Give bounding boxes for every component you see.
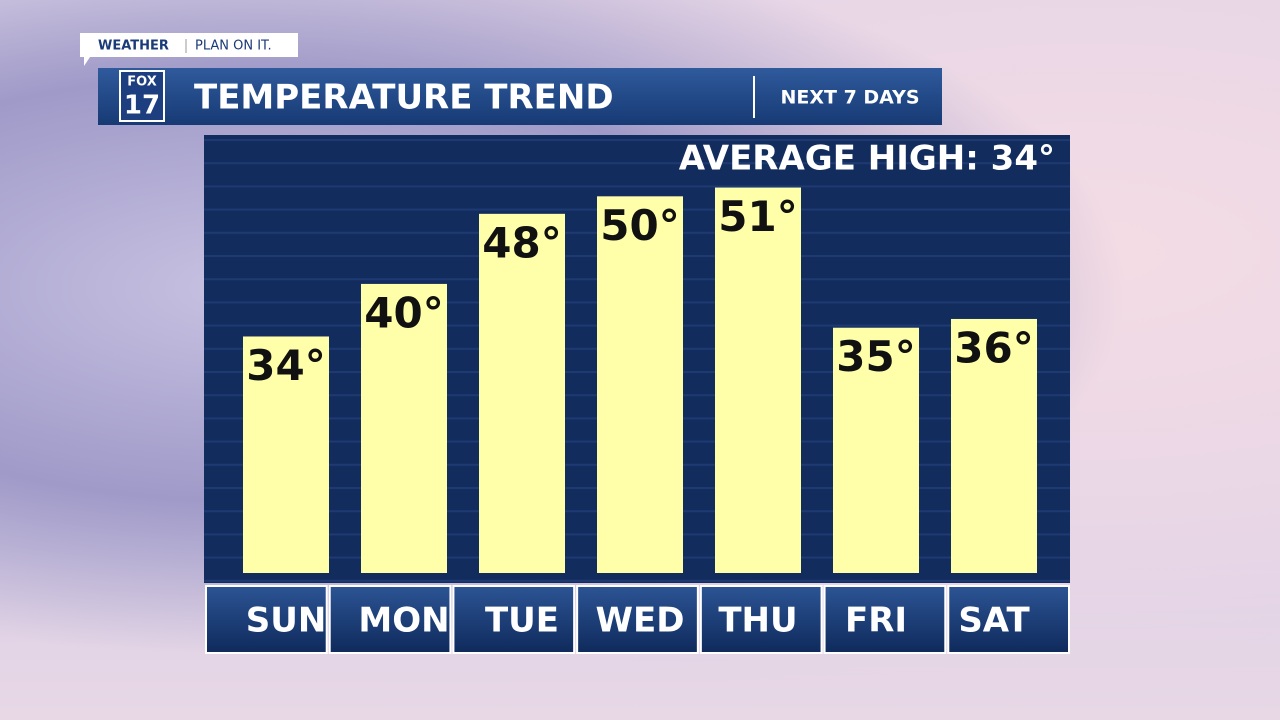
x-tick-label: SUN	[246, 601, 327, 641]
bar	[361, 283, 447, 573]
value-label: 50°	[600, 201, 679, 250]
x-tick-label: THU	[718, 601, 797, 641]
day-cell	[452, 585, 576, 654]
day-cell	[823, 585, 947, 654]
annotation: AVERAGE HIGH: 34°	[679, 139, 1055, 179]
value-label: 35°	[836, 332, 915, 381]
day-cell	[699, 585, 823, 654]
logo	[119, 70, 165, 122]
bar	[479, 213, 565, 573]
bar	[951, 318, 1037, 573]
bar	[597, 196, 683, 573]
title-bar	[98, 68, 942, 125]
x-tick-label: FRI	[845, 601, 907, 641]
day-cell	[576, 585, 699, 654]
value-label: 36°	[954, 323, 1033, 372]
x-tick-label: WED	[596, 601, 685, 641]
tagline: PLAN ON IT.	[195, 39, 272, 54]
x-tick-label: MON	[358, 601, 449, 641]
x-tick-label: SAT	[958, 601, 1030, 641]
day-cell	[947, 585, 1070, 654]
logo-bottom: 17	[124, 91, 160, 121]
value-label: 48°	[482, 218, 561, 267]
day-cell	[328, 585, 452, 654]
subtitle: NEXT 7 DAYS	[780, 87, 919, 109]
day-cell	[205, 585, 328, 654]
tag-box	[80, 33, 298, 66]
bar	[715, 187, 801, 573]
x-tick-label: TUE	[485, 601, 559, 641]
brand: WEATHER	[98, 39, 169, 54]
bar	[243, 336, 329, 573]
value-label: 34°	[246, 341, 325, 390]
logo-top: FOX	[127, 75, 157, 90]
bar	[833, 327, 919, 573]
value-label: 51°	[718, 192, 797, 241]
value-label: 40°	[364, 288, 443, 337]
chart-title: TEMPERATURE TREND	[194, 78, 614, 118]
